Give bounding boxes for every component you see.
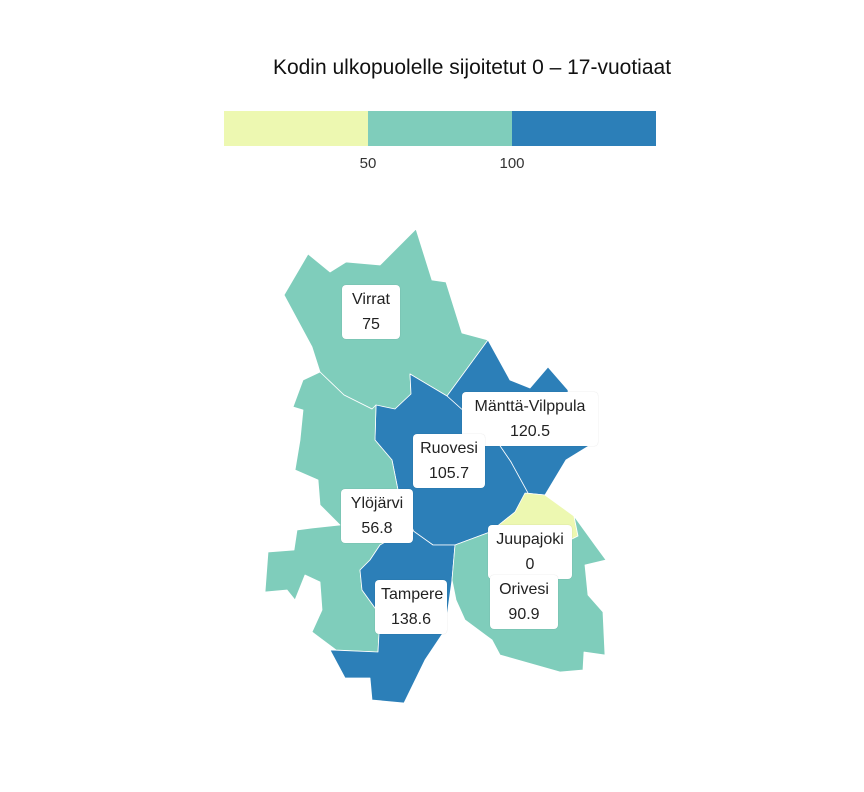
region-label-virrat: Virrat 75 [342,285,400,339]
region-label-tampere: Tampere 138.6 [375,580,447,634]
region-name: Orivesi [499,581,549,598]
region-label-ylojarvi: Ylöjärvi 56.8 [341,489,413,543]
region-name: Ylöjärvi [350,495,404,512]
map-title: Kodin ulkopuolelle sijoitetut 0 – 17-vuo… [272,56,672,79]
legend-swatch-high [512,111,656,146]
region-value: 0 [525,556,535,573]
legend-swatch-low [224,111,368,146]
region-value: 138.6 [390,611,432,628]
region-name: Juupajoki [496,531,564,548]
region-value: 120.5 [509,423,551,440]
region-label-ruovesi: Ruovesi 105.7 [413,434,485,488]
legend-swatch-mid [368,111,512,146]
region-value: 75 [362,316,380,333]
region-name: Mänttä-Vilppula [474,398,586,415]
legend-tick-50: 50 [359,155,377,172]
region-label-mantta-vilppula: Mänttä-Vilppula 120.5 [462,392,598,446]
region-name: Ruovesi [420,440,478,457]
region-name: Tampere [381,586,444,603]
region-label-juupajoki: Juupajoki 0 [488,525,572,579]
region-value: 105.7 [428,465,470,482]
region-name: Virrat [352,291,390,308]
region-label-orivesi: Orivesi 90.9 [490,575,558,629]
region-value: 56.8 [361,520,393,537]
legend-tick-100: 100 [499,155,525,172]
region-value: 90.9 [508,606,540,623]
